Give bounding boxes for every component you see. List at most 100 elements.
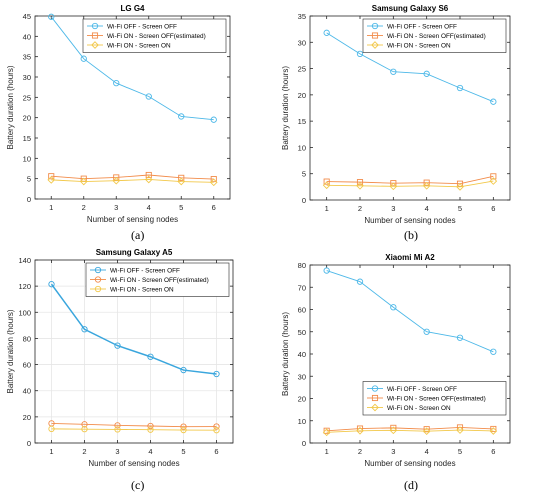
x-tick-label: 6 bbox=[214, 447, 218, 456]
x-tick-label: 5 bbox=[179, 203, 183, 212]
data-point bbox=[81, 421, 88, 428]
data-point bbox=[356, 181, 364, 190]
x-tick-label: 6 bbox=[212, 203, 216, 212]
data-point bbox=[48, 425, 55, 433]
data-point bbox=[81, 326, 88, 333]
legend-box bbox=[85, 262, 230, 297]
y-tick-label: 35 bbox=[298, 12, 306, 21]
legend-label: Wi-Fi ON - Screen ON bbox=[110, 287, 174, 294]
legend-label: Wi-Fi ON - Screen ON bbox=[107, 43, 171, 50]
y-tick-label: 40 bbox=[23, 387, 31, 396]
data-point bbox=[180, 426, 187, 434]
y-tick-label: 140 bbox=[18, 256, 31, 265]
y-tick-label: 20 bbox=[23, 413, 31, 422]
y-tick-label: 10 bbox=[23, 154, 31, 163]
data-point bbox=[489, 427, 498, 435]
series-line bbox=[326, 32, 494, 103]
y-tick-label: 70 bbox=[298, 283, 306, 292]
data-point bbox=[390, 180, 397, 187]
data-point bbox=[81, 425, 88, 433]
data-point bbox=[456, 84, 464, 92]
series-line bbox=[51, 174, 214, 180]
data-point bbox=[489, 177, 498, 185]
legend-marker bbox=[371, 394, 379, 402]
axes-box bbox=[309, 15, 511, 201]
y-axis-label: Battery duration (hours) bbox=[281, 312, 290, 396]
y-axis-label: Battery duration (hours) bbox=[281, 66, 290, 150]
data-point bbox=[490, 425, 497, 433]
data-point bbox=[490, 173, 497, 180]
y-tick-label: 30 bbox=[298, 372, 306, 381]
x-tick-label: 4 bbox=[148, 447, 152, 456]
y-tick-label: 20 bbox=[298, 395, 306, 404]
chart-title: Xiaomi Mi A2 bbox=[385, 253, 435, 262]
x-tick-label: 6 bbox=[491, 204, 495, 213]
legend-box bbox=[82, 18, 227, 53]
data-point bbox=[456, 334, 464, 341]
legend-label: Wi-Fi OFF - Screen OFF bbox=[387, 386, 457, 393]
legend-marker bbox=[94, 285, 102, 293]
legend-box bbox=[362, 381, 507, 416]
series-line bbox=[51, 428, 217, 431]
data-point bbox=[213, 370, 220, 378]
legend: Wi-Fi OFF - Screen OFF Wi-Fi ON - Screen … bbox=[362, 381, 507, 416]
series-3 bbox=[322, 426, 498, 437]
y-tick-label: 100 bbox=[18, 308, 31, 317]
y-axis-label: Battery duration (hours) bbox=[6, 65, 15, 149]
x-axis-label: Number of sensing nodes bbox=[88, 459, 179, 468]
data-point bbox=[210, 116, 217, 123]
series-line bbox=[326, 429, 494, 433]
legend-label: Wi-Fi OFF - Screen OFF bbox=[107, 24, 177, 31]
series-2 bbox=[323, 173, 497, 187]
legend-marker bbox=[94, 276, 102, 283]
chart-title: LG G4 bbox=[120, 4, 145, 13]
legend: Wi-Fi OFF - Screen OFF Wi-Fi ON - Screen … bbox=[82, 18, 227, 53]
x-tick-label: 2 bbox=[82, 203, 86, 212]
y-tick-label: 15 bbox=[23, 134, 31, 143]
y-tick-label: 5 bbox=[302, 170, 306, 179]
y-tick-label: 60 bbox=[298, 306, 306, 315]
y-tick-label: 25 bbox=[298, 65, 306, 74]
x-tick-label: 2 bbox=[358, 204, 362, 213]
data-point bbox=[80, 55, 87, 62]
data-point bbox=[178, 174, 185, 181]
data-point bbox=[145, 171, 152, 179]
x-tick-label: 1 bbox=[49, 447, 53, 456]
series-1 bbox=[48, 281, 220, 378]
chart-d: 0 10 20 30 40 50 60 70 80 1 2 3 4 5 6 Xiaomi Mi A2 Numbe… bbox=[281, 253, 511, 468]
y-tick-label: 10 bbox=[298, 143, 306, 152]
y-tick-label: 0 bbox=[302, 439, 306, 448]
y-tick-label: 80 bbox=[298, 261, 306, 270]
series-1 bbox=[48, 13, 217, 123]
y-tick-label: 0 bbox=[27, 439, 31, 448]
y-tick-label: 40 bbox=[298, 350, 306, 359]
data-point bbox=[177, 177, 186, 186]
data-point bbox=[356, 50, 364, 58]
legend-marker bbox=[371, 32, 379, 39]
data-point bbox=[145, 93, 152, 100]
data-point bbox=[114, 342, 121, 349]
chart-title: Samsung Galaxy A5 bbox=[96, 248, 173, 257]
x-tick-label: 3 bbox=[391, 204, 395, 213]
data-point bbox=[147, 426, 154, 433]
data-point bbox=[423, 328, 430, 335]
series-2 bbox=[323, 424, 497, 434]
x-axis-label: Number of sensing nodes bbox=[87, 215, 178, 224]
data-point bbox=[114, 426, 121, 433]
x-tick-label: 1 bbox=[325, 447, 329, 456]
caption-a: (a) bbox=[131, 228, 145, 242]
x-tick-label: 5 bbox=[181, 447, 185, 456]
x-tick-label: 1 bbox=[325, 204, 329, 213]
x-axis-label: Number of sensing nodes bbox=[364, 459, 455, 468]
legend-label: Wi-Fi ON - Screen ON bbox=[387, 405, 451, 412]
data-point bbox=[113, 79, 120, 87]
legend-marker bbox=[371, 22, 379, 30]
data-point bbox=[389, 426, 398, 435]
legend-label: Wi-Fi ON - Screen ON bbox=[387, 43, 451, 50]
series-2 bbox=[48, 171, 217, 183]
data-point bbox=[210, 176, 217, 183]
caption-b: (b) bbox=[404, 228, 418, 242]
y-tick-label: 30 bbox=[298, 38, 306, 47]
axes-box bbox=[34, 15, 231, 200]
data-point bbox=[456, 183, 464, 191]
